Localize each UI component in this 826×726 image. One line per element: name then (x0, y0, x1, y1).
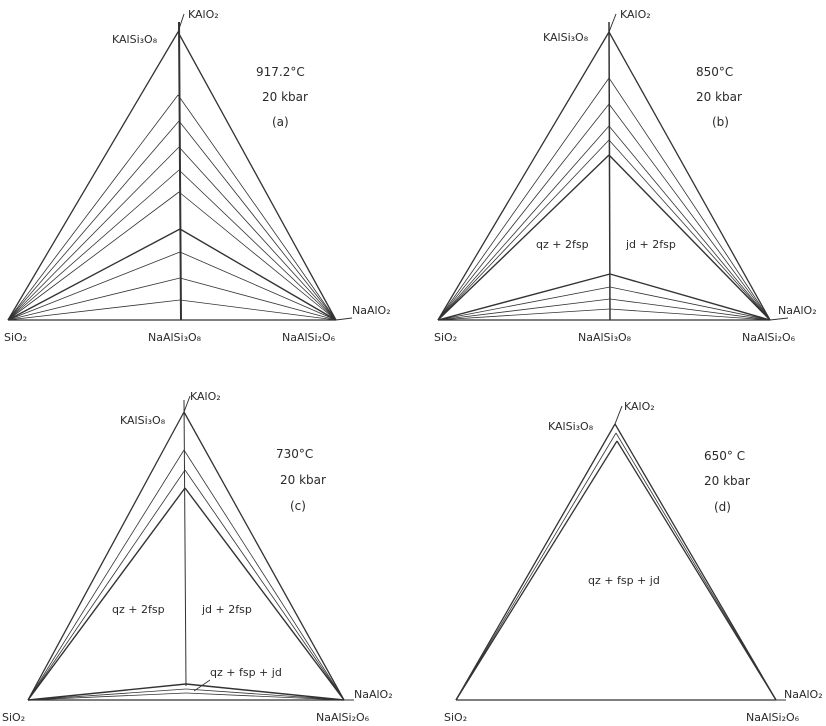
panel-letter: (b) (712, 115, 729, 129)
label-naalo2: NaAlO₂ (354, 688, 393, 701)
axis-kalo2 (183, 395, 191, 413)
ab-or-join (608, 21, 611, 321)
ab-or-join (183, 399, 187, 687)
edge-kalsi3o8-nasi2 (614, 423, 777, 701)
panel-letter: (d) (714, 500, 731, 514)
label-naalo2: NaAlO₂ (784, 688, 823, 701)
panel-letter: (a) (272, 115, 289, 129)
label-naalsi2o6: NaAlSi₂O₆ (282, 331, 336, 344)
panel-a: KAlO₂ KAlSi₃O₈ SiO₂ NaAlSi₃O₈ NaAlSi₂O₆ … (4, 8, 391, 344)
label-kalo2: KAlO₂ (190, 390, 221, 403)
pressure-label: 20 kbar (704, 474, 750, 488)
temperature-label: 730°C (276, 447, 313, 461)
label-naalsi2o6: NaAlSi₂O₆ (746, 711, 800, 724)
field-pointer (193, 679, 211, 692)
tie-lines-lower (27, 683, 345, 701)
edge-sio2-kalsi3o8 (27, 411, 185, 701)
axis-naalo2 (769, 317, 789, 321)
label-naalsi3o8: NaAlSi₃O₈ (148, 331, 202, 344)
label-naalsi3o8: NaAlSi₃O₈ (578, 331, 632, 344)
label-sio2: SiO₂ (2, 711, 25, 724)
field-qz-fsp-jd: qz + fsp + jd (588, 574, 660, 587)
label-naalo2: NaAlO₂ (778, 304, 817, 317)
field-qz-2fsp: qz + 2fsp (112, 603, 165, 616)
edge-kalsi3o8-nasi2 (183, 411, 345, 701)
field-jd-2fsp: jd + 2fsp (201, 603, 252, 616)
label-naalo2: NaAlO₂ (352, 304, 391, 317)
pressure-label: 20 kbar (262, 90, 308, 104)
edge-kalsi3o8-nasi2 (608, 31, 771, 321)
label-kalo2: KAlO₂ (188, 8, 219, 21)
label-kalsi3o8: KAlSi₃O₈ (548, 420, 594, 433)
field-qz-2fsp: qz + 2fsp (536, 238, 589, 251)
panel-letter: (c) (290, 499, 306, 513)
label-kalo2: KAlO₂ (624, 400, 655, 413)
edge-sio2-kalsi3o8 (455, 423, 616, 701)
pressure-label: 20 kbar (280, 473, 326, 487)
temperature-label: 650° C (704, 449, 745, 463)
label-naalsi2o6: NaAlSi₂O₆ (316, 711, 370, 724)
axis-kalo2 (614, 405, 623, 425)
axis-kalo2 (177, 13, 185, 33)
label-kalsi3o8: KAlSi₃O₈ (543, 31, 589, 44)
label-kalsi3o8: KAlSi₃O₈ (120, 414, 166, 427)
tie-lines-upper (437, 77, 771, 321)
label-sio2: SiO₂ (434, 331, 457, 344)
label-naalsi2o6: NaAlSi₂O₆ (742, 331, 796, 344)
edge-sio2-kalsi3o8 (437, 31, 610, 321)
label-sio2: SiO₂ (444, 711, 467, 724)
panel-b: KAlO₂ KAlSi₃O₈ SiO₂ NaAlSi₃O₈ NaAlSi₂O₆ … (434, 8, 817, 344)
axis-kalo2 (608, 13, 617, 33)
label-kalsi3o8: KAlSi₃O₈ (112, 33, 158, 46)
field-jd-2fsp: jd + 2fsp (625, 238, 676, 251)
temperature-label: 917.2°C (256, 65, 305, 79)
label-kalo2: KAlO₂ (620, 8, 651, 21)
edge-kalsi3o8-nasi2 (177, 31, 337, 321)
tie-lines-upper (27, 449, 345, 701)
tie-lines-lower (437, 273, 771, 321)
field-qz-fsp-jd: qz + fsp + jd (210, 666, 282, 679)
axis-naalo2 (335, 317, 353, 321)
temperature-label: 850°C (696, 65, 733, 79)
panel-c: KAlO₂ KAlSi₃O₈ SiO₂ NaAlSi₂O₆ NaAlO₂ 730… (2, 390, 393, 724)
label-sio2: SiO₂ (4, 331, 27, 344)
tie-lines (455, 432, 777, 701)
edge-sio2-kalsi3o8 (7, 31, 179, 321)
panel-d: KAlO₂ KAlSi₃O₈ SiO₂ NaAlSi₂O₆ NaAlO₂ 650… (444, 400, 823, 724)
pressure-label: 20 kbar (696, 90, 742, 104)
tie-lines-sio2 (7, 94, 181, 321)
tie-lines-jadeite (177, 94, 337, 321)
